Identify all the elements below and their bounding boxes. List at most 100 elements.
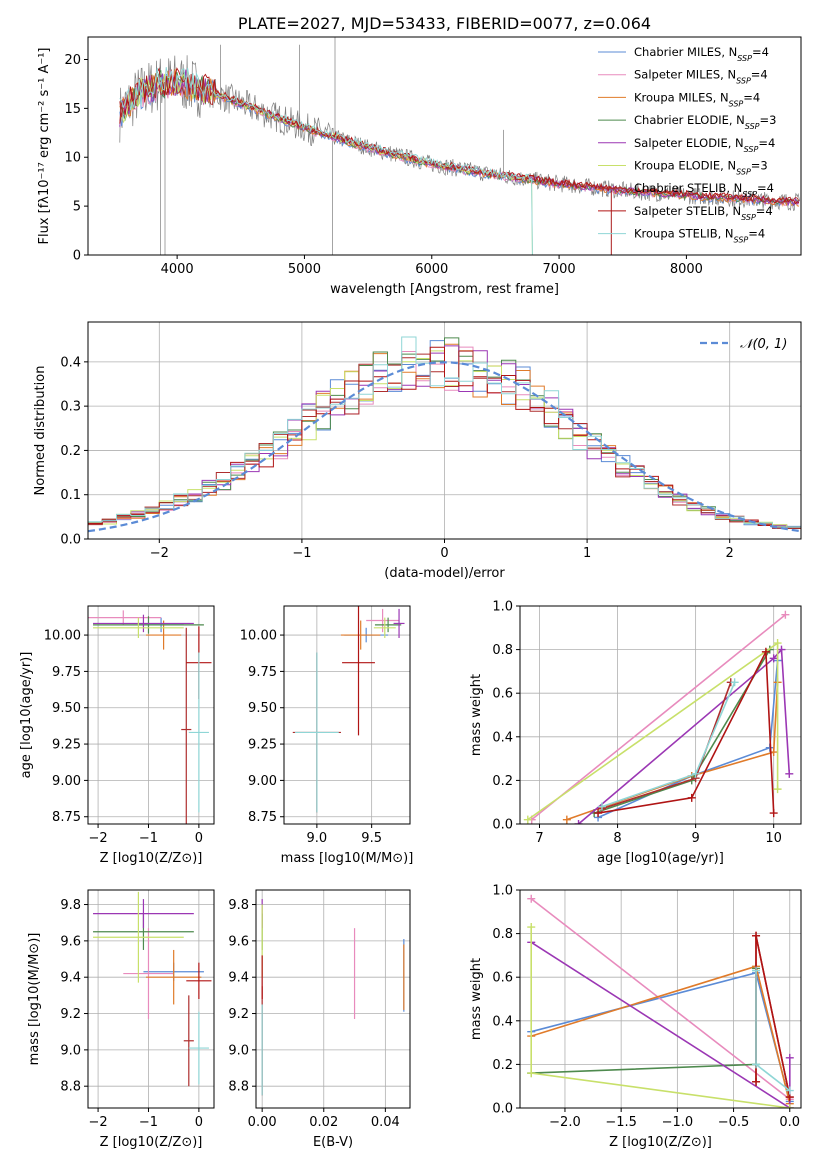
errorbar-point-salpeter_elodie <box>93 899 194 929</box>
mass-weight-line-salpeter_elodie <box>530 941 791 1108</box>
plus-marker <box>594 809 603 818</box>
age_vs_z-panel: −2 −1 0 8.75 9.00 9.25 9.50 9.75 10.00 Z [log10(Z… <box>19 605 215 866</box>
x-tick-label: −1.5 <box>605 1115 637 1130</box>
plus-marker <box>527 894 536 903</box>
x-tick-label: 0 <box>440 546 448 561</box>
plus-marker <box>730 678 739 687</box>
plus-marker <box>769 654 778 663</box>
age_vs_mass-panel: 9.0 9.5 8.75 9.00 9.25 9.50 9.75 10.00 mass [log… <box>240 605 414 866</box>
errorbar-point-salpeter_miles <box>366 608 400 633</box>
x-tick-label: 2 <box>726 546 734 561</box>
legend-item: Kroupa STELIB, NSSP=4 <box>598 227 765 245</box>
plus-marker <box>527 923 536 932</box>
y-tick-label: 8.75 <box>52 810 81 825</box>
errorbar-point-salpeter_elodie <box>393 608 405 638</box>
y-tick-label: 20 <box>64 53 81 68</box>
legend-label: Kroupa STELIB, NSSP=4 <box>634 227 765 245</box>
y-tick-label: 0.0 <box>60 533 81 548</box>
chart-title: PLATE=2027, MJD=53433, FIBERID=0077, z=0… <box>238 14 651 33</box>
plus-marker <box>687 793 696 802</box>
errorbar-point-salpeter_miles <box>123 928 174 1019</box>
axes-frame <box>283 605 411 825</box>
x-tick-label: 5000 <box>288 262 321 277</box>
mass-weight-line-salpeter_miles <box>530 898 791 1100</box>
errorbar-point-kroupa_elodie <box>93 617 184 638</box>
plus-marker <box>562 815 571 824</box>
y-tick-label: 9.0 <box>60 1043 81 1058</box>
mass_weight_vs_z-plot-area <box>527 894 794 1108</box>
y-tick-label: 0.0 <box>492 818 513 833</box>
x-axis-label: mass [log10(M/M⊙)] <box>281 851 414 866</box>
legend-label: Salpeter STELIB, NSSP=4 <box>634 204 773 222</box>
y-tick-label: 0 <box>73 249 81 264</box>
mass-weight-line-salpeter_miles <box>531 614 786 821</box>
legend-item: Salpeter ELODIE, NSSP=4 <box>598 136 775 153</box>
x-tick-label: 9.5 <box>361 831 382 846</box>
x-tick-label: −1.0 <box>662 1115 694 1130</box>
plus-marker <box>773 785 782 794</box>
axes-frame <box>255 889 411 1109</box>
spectrum-legend: Chabrier MILES, NSSP=4 Salpeter MILES, NS… <box>598 45 776 244</box>
mass_vs_ebv-plot-area <box>261 899 405 1096</box>
legend-item: Kroupa MILES, NSSP=4 <box>598 90 760 108</box>
y-tick-label: 9.8 <box>228 898 249 913</box>
legend-label: Salpeter MILES, NSSP=4 <box>634 68 768 86</box>
x-tick-label: −1 <box>139 831 158 846</box>
y-tick-label: 0.3 <box>60 400 81 415</box>
errorbar-point-kroupa_miles <box>340 620 381 650</box>
y-tick-label: 9.75 <box>248 665 277 680</box>
mass_weight_vs_age-panel: 7 8 9 10 0.0 0.2 0.4 0.6 0.8 1.0 age [log10(age/yr… <box>469 600 802 866</box>
x-tick-label: 7 <box>535 831 543 846</box>
plus-marker <box>785 1086 794 1095</box>
mass_vs_z-plot-area <box>93 891 212 1087</box>
legend-item: Chabrier MILES, NSSP=4 <box>598 45 769 63</box>
y-tick-label: 9.50 <box>248 701 277 716</box>
axes-frame <box>87 605 215 825</box>
legend-item: Salpeter STELIB, NSSP=4 <box>598 204 773 222</box>
plus-marker <box>752 1077 761 1086</box>
errorbar-point-salpeter_miles <box>88 610 162 625</box>
y-tick-label: 9.2 <box>228 1007 249 1022</box>
errorbar-point-chabrier_elodie <box>93 616 204 634</box>
x-tick-label: 7000 <box>543 262 576 277</box>
errorbar-point-chabrier_stelib <box>183 995 194 1087</box>
errorbar-point-salpeter_stelib <box>342 606 375 736</box>
x-tick-label: 1 <box>583 546 591 561</box>
y-tick-label: 10 <box>64 151 81 166</box>
y-tick-label: 0.2 <box>492 774 513 789</box>
y-tick-label: 9.4 <box>60 971 81 986</box>
x-axis-label: Z [log10(Z/Z⊙)] <box>609 1135 712 1150</box>
y-tick-label: 0.8 <box>492 643 513 658</box>
errorbar-point-salpeter_stelib <box>186 962 212 999</box>
x-tick-label: 8000 <box>670 262 703 277</box>
errorbar-point-kroupa_stelib <box>188 652 209 813</box>
y-tick-label: 9.2 <box>60 1007 81 1022</box>
x-tick-label: 9 <box>691 831 699 846</box>
legend-label: Kroupa ELODIE, NSSP=3 <box>634 159 768 177</box>
y-tick-label: 8.8 <box>228 1080 249 1095</box>
y-tick-label: 0.4 <box>492 1014 513 1029</box>
y-axis-label: Normed distribution <box>33 366 48 496</box>
y-tick-label: 0.2 <box>492 1058 513 1073</box>
mass-weight-line-chabrier_stelib <box>601 682 732 810</box>
axes-frame <box>87 36 802 256</box>
axes-frame <box>87 889 215 1109</box>
x-tick-label: 4000 <box>161 262 194 277</box>
axes-frame <box>519 889 802 1109</box>
y-tick-label: 9.75 <box>52 665 81 680</box>
mass-weight-line-kroupa_elodie <box>530 927 790 1108</box>
y-tick-label: 1.0 <box>492 884 513 899</box>
model-spectrum-kroupa_stelib <box>119 67 533 255</box>
errorbar-point-salpeter_elodie <box>93 614 194 633</box>
errorbar-point-kroupa_miles <box>145 949 202 1005</box>
axes-frame <box>519 605 802 825</box>
residuals-panel: −2 −1 0 1 2 0.0 0.1 0.2 0.3 0.4 (data-model)/error… <box>33 321 802 581</box>
x-axis-label: age [log10(age/yr)] <box>597 851 724 866</box>
x-axis-label: (data-model)/error <box>384 566 505 581</box>
x-tick-label: −1 <box>139 1115 158 1130</box>
y-tick-label: 10.00 <box>240 629 277 644</box>
x-tick-label: −2 <box>150 546 169 561</box>
y-tick-label: 9.25 <box>248 738 277 753</box>
x-tick-label: 0.00 <box>248 1115 277 1130</box>
x-tick-label: 0.0 <box>779 1115 800 1130</box>
